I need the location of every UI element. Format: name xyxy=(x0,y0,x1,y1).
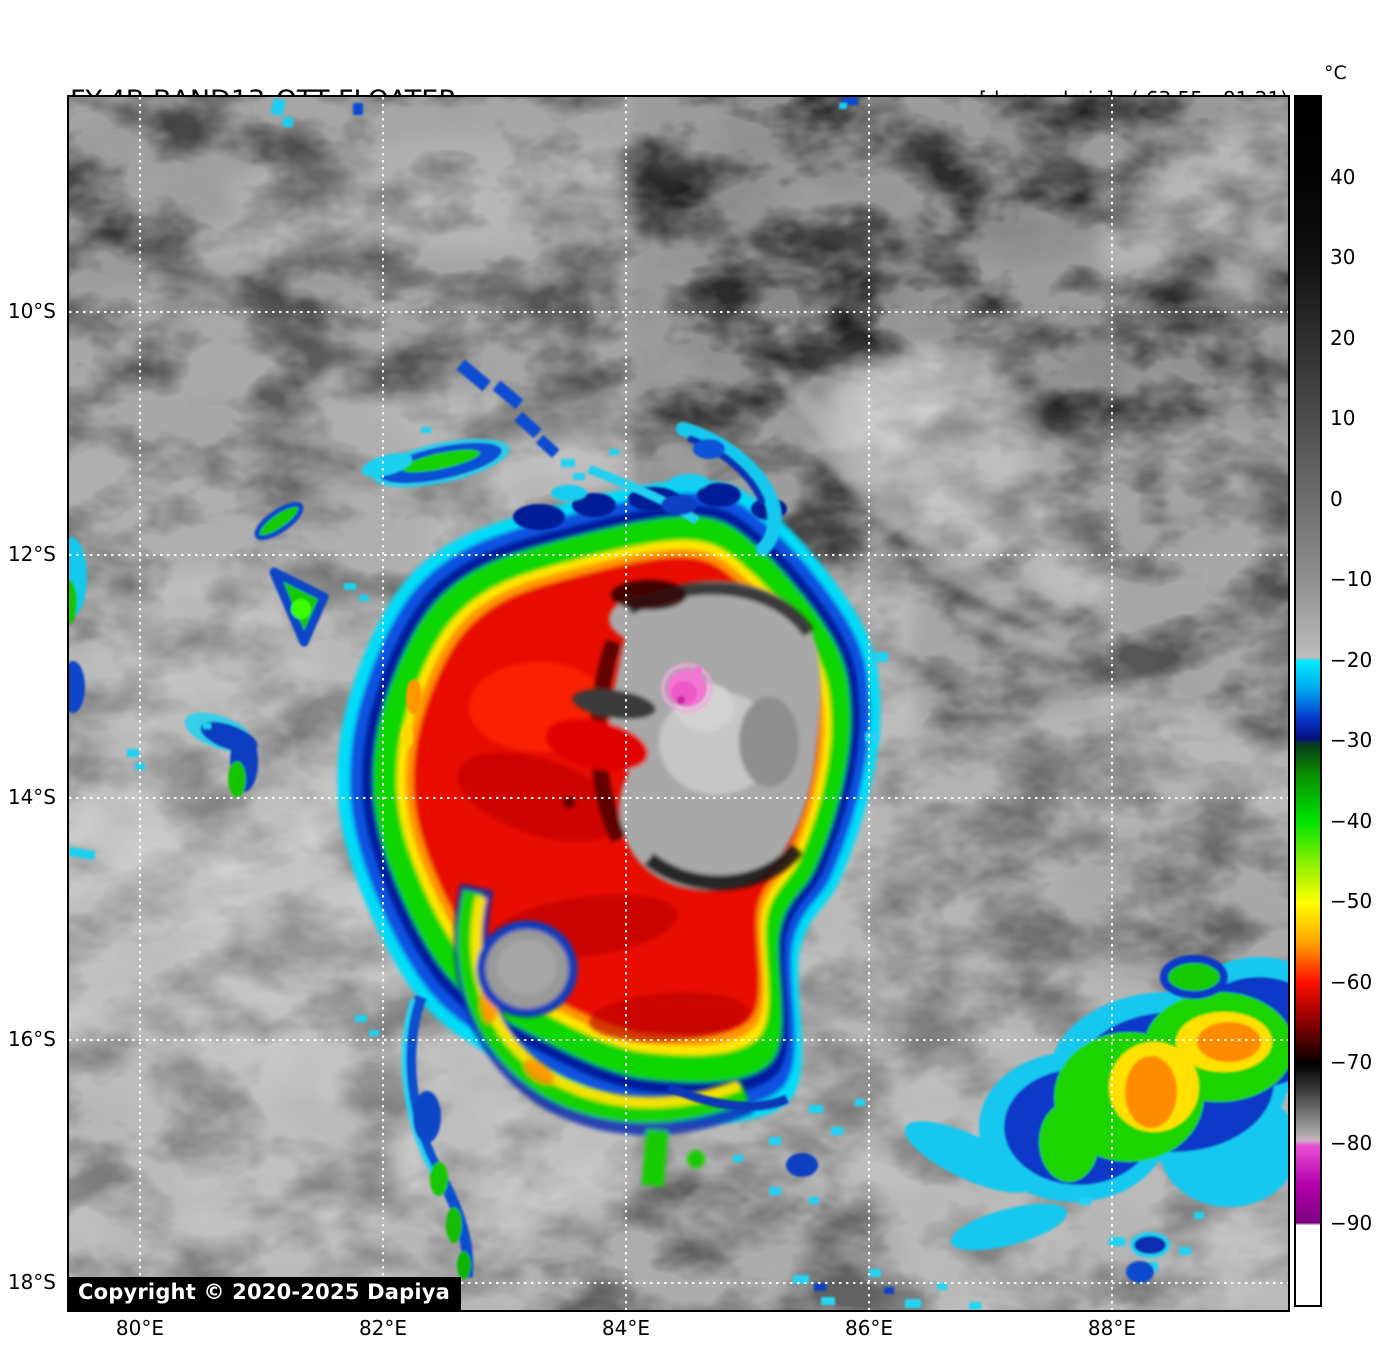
colorbar-tick-label: −40 xyxy=(1330,808,1373,833)
gridline-longitude xyxy=(138,97,141,1310)
colorbar xyxy=(1294,95,1322,1307)
y-tick-label: 18°S xyxy=(7,1270,56,1295)
southwest-streamers xyxy=(355,995,474,1279)
colorbar-tick-label: −10 xyxy=(1330,567,1373,592)
x-tick-label: 86°E xyxy=(844,1316,894,1340)
y-tick-label: 10°S xyxy=(7,298,56,323)
y-tick-label: 16°S xyxy=(7,1026,56,1051)
gridline-latitude xyxy=(69,1282,1288,1285)
storm-eye xyxy=(545,580,821,891)
gridline-latitude xyxy=(69,554,1288,557)
gridline-longitude xyxy=(382,97,384,1310)
y-axis: 10°S 12°S 14°S 16°S 18°S xyxy=(0,97,62,1310)
colorbar-tick-label: 30 xyxy=(1330,245,1356,270)
southeast-convection-cluster xyxy=(904,955,1288,1283)
colorbar-unit-label: °C xyxy=(1324,62,1347,84)
satellite-map: Copyright © 2020-2025 Dapiya xyxy=(67,95,1290,1312)
colorbar-tick-label: −90 xyxy=(1330,1211,1373,1236)
gridline-latitude xyxy=(69,310,1288,313)
west-cloud-patches xyxy=(69,501,369,861)
colorbar-tick-label: −60 xyxy=(1330,969,1373,994)
outflow-streaks xyxy=(771,369,1084,665)
gridline-longitude xyxy=(624,97,627,1310)
cyclone-rim-details xyxy=(401,422,888,749)
eye-overshoot-dot xyxy=(661,663,713,713)
gridline-longitude xyxy=(868,97,871,1310)
colorbar-tick-label: 40 xyxy=(1330,164,1356,189)
x-tick-label: 80°E xyxy=(115,1316,164,1340)
gridline-latitude xyxy=(69,796,1288,799)
gridline-longitude xyxy=(1110,97,1113,1310)
colorbar-tick-label: 0 xyxy=(1330,486,1343,511)
colorbar-ticks: 40 30 20 10 0 −10 −20 −30 −40 −50 −60 −70 −80 −90 xyxy=(1330,97,1388,1305)
colorbar-tick-label: −70 xyxy=(1330,1050,1373,1075)
colorbar-gradient xyxy=(1296,97,1320,1305)
colorbar-tick-label: −50 xyxy=(1330,889,1373,914)
y-tick-label: 14°S xyxy=(7,784,56,809)
northwest-filaments xyxy=(361,359,700,525)
tail-fragments xyxy=(667,1082,865,1204)
colorbar-tick-label: 20 xyxy=(1330,325,1356,350)
colorbar-tick-label: −80 xyxy=(1330,1130,1373,1155)
x-tick-label: 88°E xyxy=(1087,1316,1137,1340)
y-tick-label: 12°S xyxy=(7,542,56,567)
colorbar-tick-label: −30 xyxy=(1330,728,1373,753)
satellite-image xyxy=(69,97,1288,1310)
copyright-label: Copyright © 2020-2025 Dapiya xyxy=(69,1277,461,1310)
x-tick-label: 84°E xyxy=(601,1316,650,1340)
top-edge-specks xyxy=(270,97,858,127)
colorbar-tick-label: 10 xyxy=(1330,406,1356,431)
bottom-cloud-specks xyxy=(793,1269,981,1310)
spiral-tail xyxy=(453,883,754,1187)
colorbar-tick-label: −20 xyxy=(1330,647,1373,672)
x-tick-label: 82°E xyxy=(358,1316,408,1340)
gridline-latitude xyxy=(69,1038,1288,1041)
x-axis: 80°E 82°E 84°E 86°E 88°E xyxy=(69,1316,1288,1346)
